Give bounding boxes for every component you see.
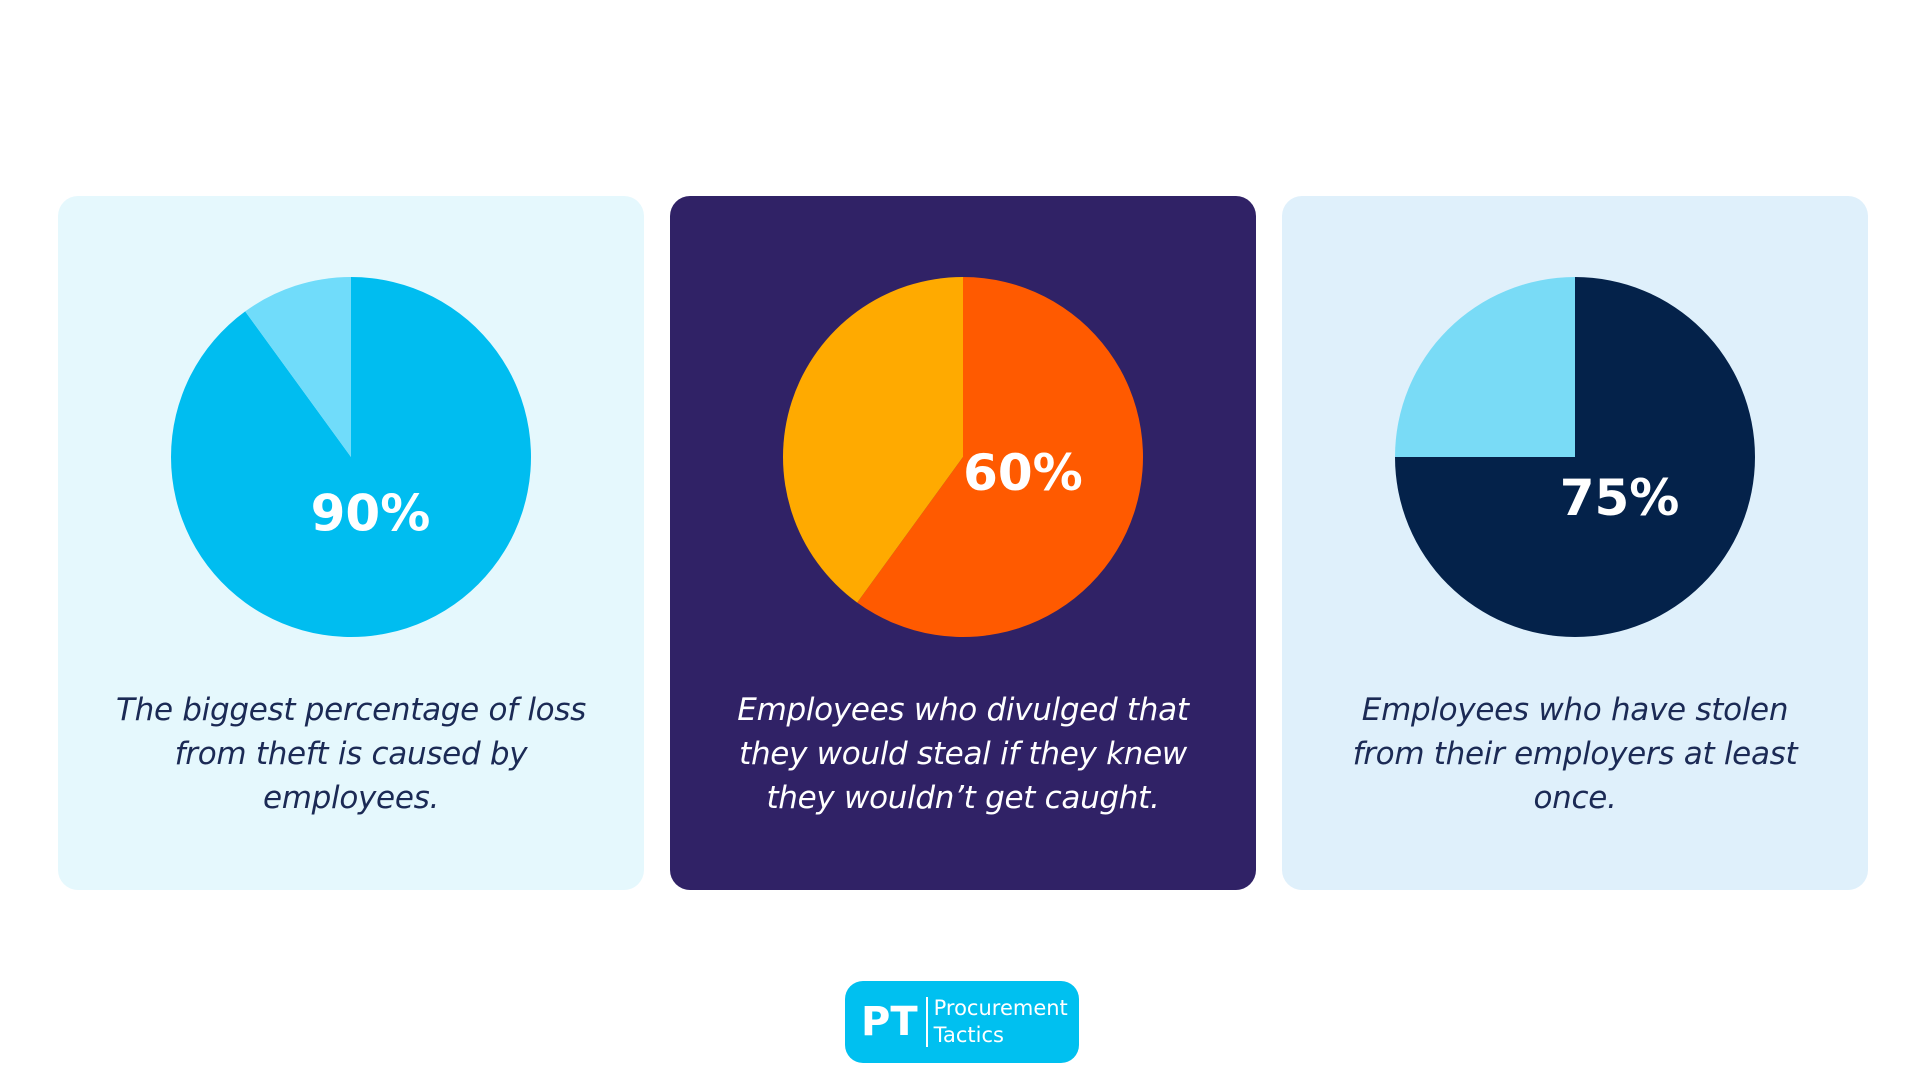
caption-3: Employees who have stolen from their emp…: [1322, 688, 1828, 820]
pie-chart-90: 90%: [58, 196, 644, 656]
logo-line-1: Procurement: [933, 996, 1068, 1020]
logo-mark: PT: [861, 999, 918, 1045]
pie-3-slice-2: [1395, 277, 1575, 457]
caption-1: The biggest percentage of loss from thef…: [98, 688, 604, 820]
caption-1-line-1: The biggest percentage of loss: [115, 692, 587, 728]
caption-2: Employees who divulged that they would s…: [710, 688, 1216, 820]
pie-2-slice-1: [857, 277, 1143, 637]
pie-1-value-label: 90%: [311, 484, 431, 542]
logo-wordmark: Procurement Tactics: [934, 995, 1068, 1049]
pie-svg-1: 90%: [170, 277, 531, 637]
pie-2-value-label: 60%: [963, 444, 1083, 502]
pie-svg-3: 75%: [1395, 277, 1755, 637]
stat-card-have-stolen: 75% Employees who have stolen from their…: [1282, 196, 1868, 890]
caption-3-line-2: from their employers at least: [1352, 736, 1798, 772]
pie-svg-2: 60%: [783, 277, 1143, 637]
pie-1-slice-2: [245, 277, 351, 457]
logo-divider: [925, 997, 928, 1047]
logo-line-2: Tactics: [933, 1023, 1004, 1047]
caption-2-line-2: they would steal if they knew: [739, 736, 1187, 772]
stat-card-employee-theft-loss: 90% The biggest percentage of loss from …: [58, 196, 644, 890]
caption-3-line-1: Employees who have stolen: [1361, 692, 1789, 728]
pie-2-slice-2: [783, 277, 963, 603]
caption-1-line-3: employees.: [262, 780, 440, 816]
stat-card-would-steal: 60% Employees who divulged that they wou…: [670, 196, 1256, 890]
caption-2-line-1: Employees who divulged that: [737, 692, 1189, 728]
caption-2-line-3: they wouldn’t get caught.: [766, 780, 1160, 816]
pie-chart-60: 60%: [670, 196, 1256, 656]
caption-1-line-2: from theft is caused by: [174, 736, 528, 772]
pie-chart-75: 75%: [1282, 196, 1868, 656]
procurement-tactics-logo: PT Procurement Tactics: [845, 981, 1079, 1063]
caption-3-line-3: once.: [1533, 780, 1617, 816]
pie-3-value-label: 75%: [1560, 469, 1680, 527]
